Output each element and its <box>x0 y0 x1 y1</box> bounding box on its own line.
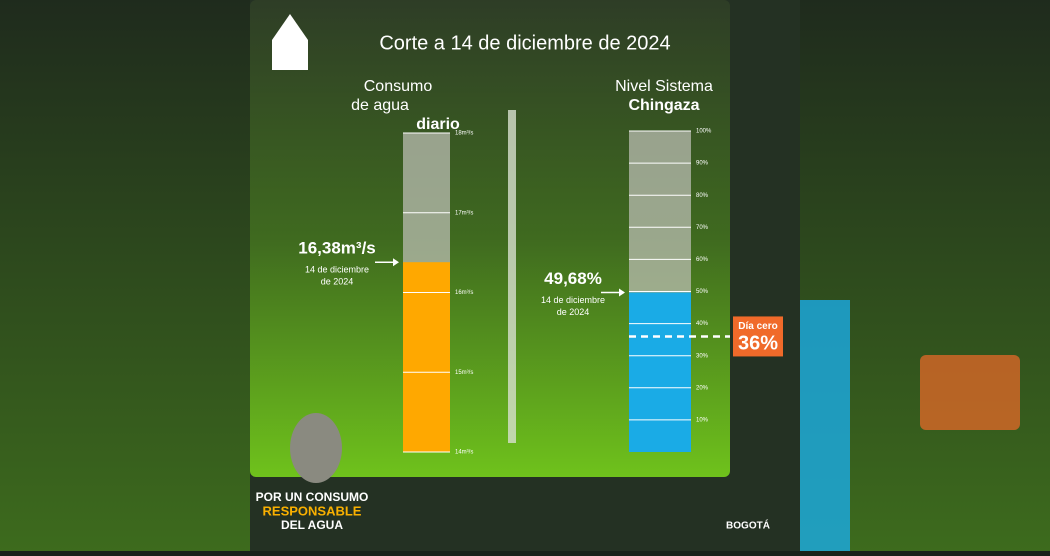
tick-label: 15m³/s <box>455 370 473 376</box>
logo-house <box>272 14 308 70</box>
tick-label: 30% <box>696 353 709 359</box>
value-label: 16,38m³/s <box>298 239 376 258</box>
dia-cero-box <box>733 316 783 357</box>
gauge-bar <box>629 292 691 452</box>
logo: BOGOTÁ <box>726 519 770 532</box>
tick-label: 20% <box>696 385 709 391</box>
heading: de agua <box>351 97 409 114</box>
heading: Nivel Sistema <box>615 78 713 95</box>
gauge-bar <box>403 262 450 452</box>
tick-label: 60% <box>696 257 709 263</box>
tick-label: 70% <box>696 225 709 231</box>
slogan: RESPONSABLE <box>263 503 362 518</box>
tick-label: 100% <box>696 129 712 135</box>
tick-label: 14m³/s <box>455 450 473 456</box>
value-label: 49,68% <box>544 269 602 288</box>
tick-label: 50% <box>696 289 709 295</box>
heading: Consumo <box>364 78 433 95</box>
pointer-head <box>619 288 625 297</box>
date: 14 de diciembre <box>305 265 369 275</box>
blur-left <box>0 0 250 551</box>
dia-cero-value: 36% <box>738 333 778 355</box>
divider <box>508 110 516 443</box>
heading-bold: diario <box>416 116 460 133</box>
blur-bar <box>800 300 850 551</box>
date: de 2024 <box>557 307 590 317</box>
slogan: DEL AGUA <box>281 518 343 532</box>
tick-label: 16m³/s <box>455 290 473 296</box>
dia-cero-label: Día cero <box>738 321 777 332</box>
tick-label: 40% <box>696 321 709 327</box>
tick-label: 90% <box>696 161 709 167</box>
tick-label: 17m³/s <box>455 210 473 216</box>
slogan: POR UN CONSUMO <box>256 490 369 504</box>
heading-bold: Chingaza <box>628 97 699 114</box>
card <box>250 0 730 477</box>
title: Corte a 14 de diciembre de 2024 <box>379 32 670 54</box>
footer: POR UN CONSUMO RESPONSABLE DEL AGUA BOGO… <box>256 413 770 532</box>
pointer-head <box>393 258 399 267</box>
blur-badge <box>920 355 1020 430</box>
tick-label: 10% <box>696 417 709 423</box>
date: 14 de diciembre <box>541 295 605 305</box>
tick-label: 80% <box>696 193 709 199</box>
fox <box>290 413 342 483</box>
tick-label: 18m³/s <box>455 131 473 137</box>
date: de 2024 <box>321 277 354 287</box>
